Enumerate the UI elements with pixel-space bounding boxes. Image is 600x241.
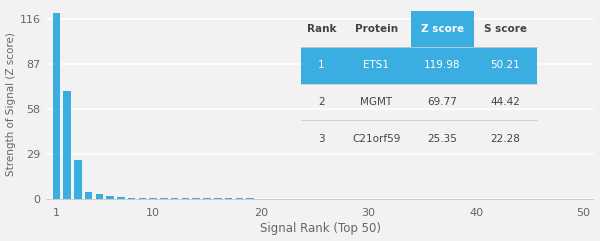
Bar bbox=[149, 198, 157, 199]
Text: Rank: Rank bbox=[307, 24, 336, 34]
Text: 50.21: 50.21 bbox=[490, 60, 520, 70]
Y-axis label: Strength of Signal (Z score): Strength of Signal (Z score) bbox=[5, 33, 16, 176]
Bar bbox=[171, 198, 178, 199]
Bar bbox=[203, 198, 211, 199]
X-axis label: Signal Rank (Top 50): Signal Rank (Top 50) bbox=[260, 222, 380, 235]
Bar bbox=[139, 198, 146, 199]
Bar bbox=[160, 198, 168, 199]
Bar bbox=[301, 47, 537, 84]
Text: 25.35: 25.35 bbox=[427, 134, 457, 144]
Bar bbox=[193, 198, 200, 199]
Text: Protein: Protein bbox=[355, 24, 398, 34]
Bar bbox=[74, 160, 82, 199]
Text: 2: 2 bbox=[318, 97, 325, 107]
Bar bbox=[410, 11, 473, 47]
Text: MGMT: MGMT bbox=[360, 97, 392, 107]
Bar bbox=[225, 198, 232, 199]
Text: 3: 3 bbox=[318, 134, 325, 144]
Bar bbox=[214, 198, 221, 199]
Text: 1: 1 bbox=[318, 60, 325, 70]
Bar bbox=[95, 194, 103, 199]
Text: Z score: Z score bbox=[421, 24, 464, 34]
Bar bbox=[64, 91, 71, 199]
Bar bbox=[128, 198, 136, 199]
Text: ETS1: ETS1 bbox=[363, 60, 389, 70]
Text: S score: S score bbox=[484, 24, 527, 34]
Bar bbox=[117, 197, 125, 199]
Bar bbox=[182, 198, 189, 199]
Text: 44.42: 44.42 bbox=[490, 97, 520, 107]
Text: 22.28: 22.28 bbox=[490, 134, 520, 144]
Text: 119.98: 119.98 bbox=[424, 60, 460, 70]
Text: C21orf59: C21orf59 bbox=[352, 134, 400, 144]
Bar bbox=[85, 192, 92, 199]
Bar bbox=[106, 196, 114, 199]
Bar bbox=[53, 13, 60, 199]
Text: 69.77: 69.77 bbox=[427, 97, 457, 107]
